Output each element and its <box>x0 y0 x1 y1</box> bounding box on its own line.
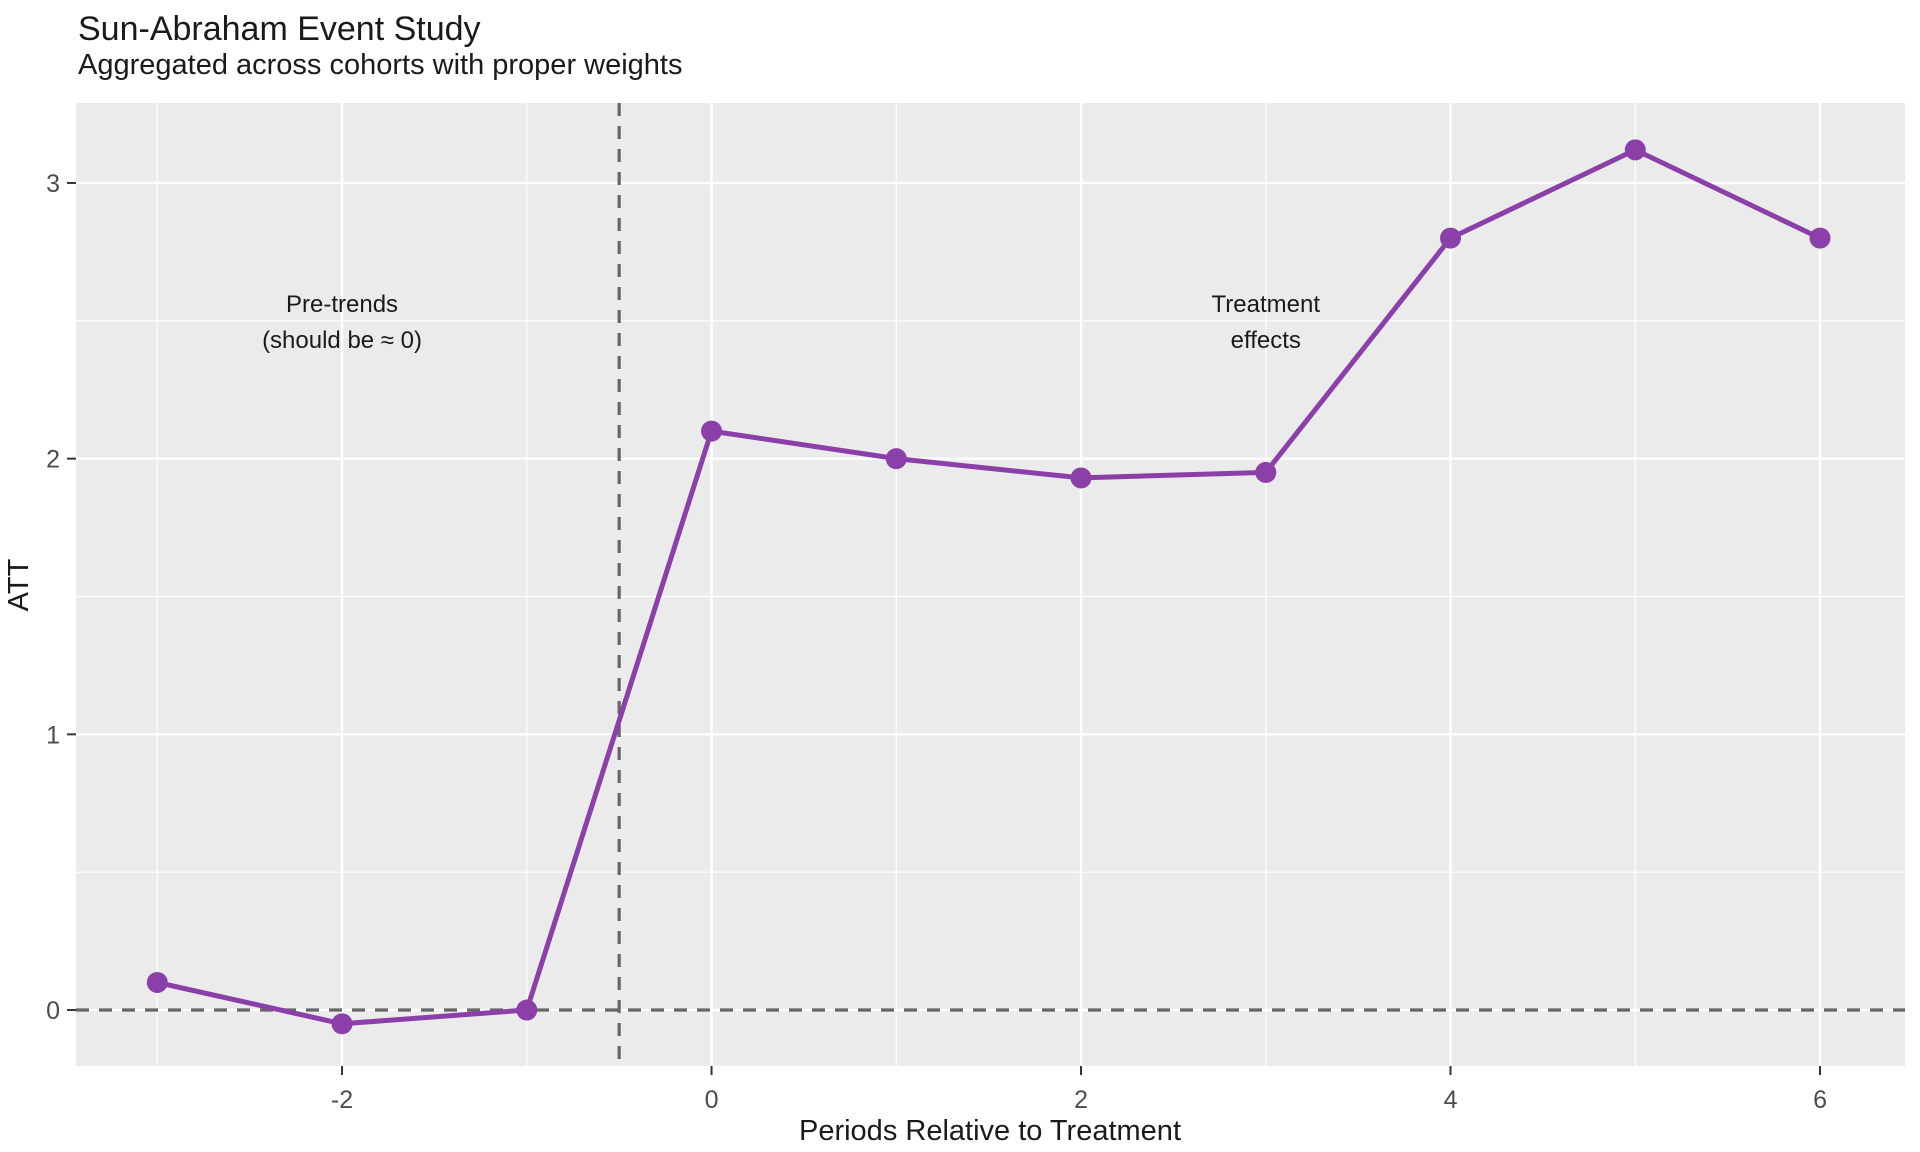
y-tick-label: 1 <box>46 721 60 749</box>
att-data-point <box>1070 467 1092 489</box>
x-tick-label: 6 <box>1813 1086 1827 1114</box>
annotation-line: (should be ≈ 0) <box>262 327 422 354</box>
att-data-point <box>1255 461 1277 483</box>
x-tick-label: 2 <box>1074 1086 1088 1114</box>
att-data-point <box>885 448 907 470</box>
att-data-point <box>331 1013 353 1035</box>
y-axis-title: ATT <box>3 558 35 611</box>
axis-tick-labels: -2 0 2 4 6 0 1 2 3 <box>46 170 1827 1114</box>
axis-tick-marks <box>67 181 1822 1075</box>
att-points <box>146 139 1831 1035</box>
minor-gridlines <box>76 103 1905 1066</box>
annotation-line: effects <box>1231 327 1301 354</box>
annotation-line: Treatment <box>1212 291 1321 318</box>
x-tick-label: 4 <box>1444 1086 1458 1114</box>
plot-panel <box>76 103 1905 1066</box>
x-tick-label: 0 <box>705 1086 719 1114</box>
att-data-point <box>1809 227 1831 249</box>
x-tick-label: -2 <box>331 1086 353 1114</box>
chart-title: Sun-Abraham Event Study <box>78 10 481 48</box>
y-tick-label: 3 <box>46 170 60 198</box>
y-tick-label: 0 <box>46 997 60 1025</box>
att-data-point <box>701 420 723 442</box>
att-data-point <box>1440 227 1462 249</box>
att-line <box>154 147 1823 1027</box>
att-data-point <box>516 999 538 1021</box>
plot-annotations: Pre-trends (should be ≈ 0) Treatment effect… <box>262 291 1320 354</box>
att-line-path <box>154 147 1823 1027</box>
annotation-line: Pre-trends <box>286 291 398 318</box>
reference-lines <box>76 103 1905 1066</box>
att-data-point <box>1624 139 1646 161</box>
x-axis-title: Periods Relative to Treatment <box>799 1115 1181 1147</box>
chart-subtitle: Aggregated across cohorts with proper we… <box>78 49 682 81</box>
att-data-point <box>146 971 168 993</box>
y-tick-label: 2 <box>46 446 60 474</box>
